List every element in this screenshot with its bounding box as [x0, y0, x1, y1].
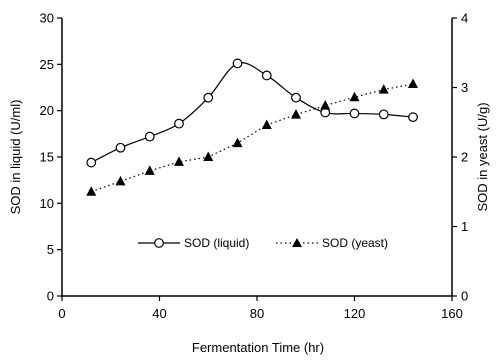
- data-point-liquid: [349, 108, 360, 119]
- data-point-yeast: [261, 119, 272, 130]
- legend-label-liquid: SOD (liquid): [184, 236, 249, 250]
- data-point-yeast: [115, 175, 126, 186]
- data-point-yeast: [349, 91, 360, 102]
- y-left-tick-label: 25: [40, 57, 54, 72]
- legend: SOD (liquid) SOD (yeast): [138, 236, 388, 250]
- x-tick-label: 0: [58, 306, 65, 321]
- y-left-tick-label: 20: [40, 103, 54, 118]
- series-line-yeast: [91, 83, 414, 193]
- y-right-tick-label: 4: [461, 11, 468, 26]
- y-right-tick-label: 3: [461, 80, 468, 95]
- legend-marker-liquid: [154, 238, 164, 248]
- y-left-tick-label: 5: [47, 242, 54, 257]
- data-point-liquid: [232, 58, 243, 69]
- data-point-yeast: [408, 78, 418, 89]
- legend-label-yeast: SOD (yeast): [322, 236, 388, 250]
- legend-marker-yeast: [292, 238, 302, 247]
- y-left-tick-label: 10: [40, 196, 54, 211]
- y-left-tick-label: 0: [47, 289, 54, 304]
- y-left-tick-label: 30: [40, 11, 54, 26]
- data-point-yeast: [174, 156, 184, 166]
- legend-item-yeast: SOD (yeast): [276, 236, 388, 250]
- data-point-yeast: [86, 186, 97, 196]
- y-left-axis-label: SOD in liquid (U/ml): [8, 100, 23, 215]
- data-point-yeast: [378, 84, 389, 94]
- y-left-axis-ticks: 0 5 10 15 20 25 30: [40, 11, 62, 304]
- y-right-tick-label: 0: [461, 289, 468, 304]
- data-point-liquid: [291, 92, 301, 103]
- data-point-liquid: [408, 112, 418, 123]
- y-right-tick-label: 2: [461, 150, 468, 165]
- x-tick-label: 40: [152, 306, 166, 321]
- x-axis-label: Fermentation Time (hr): [192, 340, 324, 355]
- series-line-liquid: [90, 62, 414, 164]
- data-point-liquid: [115, 142, 126, 153]
- data-point-liquid: [261, 70, 272, 81]
- x-axis-ticks: 0 40 80 120 160: [58, 296, 463, 321]
- data-point-yeast: [320, 100, 331, 110]
- x-tick-label: 120: [344, 306, 366, 321]
- y-right-axis-ticks: 0 1 2 3 4: [452, 11, 468, 304]
- data-point-liquid: [378, 109, 389, 120]
- data-point-liquid: [174, 118, 184, 129]
- data-point-yeast: [232, 137, 243, 148]
- y-left-tick-label: 15: [40, 150, 54, 165]
- plot-frame: [61, 18, 453, 297]
- data-point-liquid: [203, 92, 214, 103]
- legend-item-liquid: SOD (liquid): [138, 236, 249, 250]
- x-tick-label: 80: [250, 306, 264, 321]
- data-point-yeast: [291, 109, 301, 119]
- data-point-liquid: [144, 131, 155, 142]
- data-point-yeast: [144, 165, 155, 175]
- x-tick-label: 160: [441, 306, 463, 321]
- series-layer: [86, 58, 418, 196]
- data-point-liquid: [86, 157, 97, 168]
- data-point-yeast: [203, 151, 214, 161]
- y-right-axis-label: SOD in yeast (U/g): [475, 102, 490, 211]
- y-right-tick-label: 1: [461, 219, 468, 234]
